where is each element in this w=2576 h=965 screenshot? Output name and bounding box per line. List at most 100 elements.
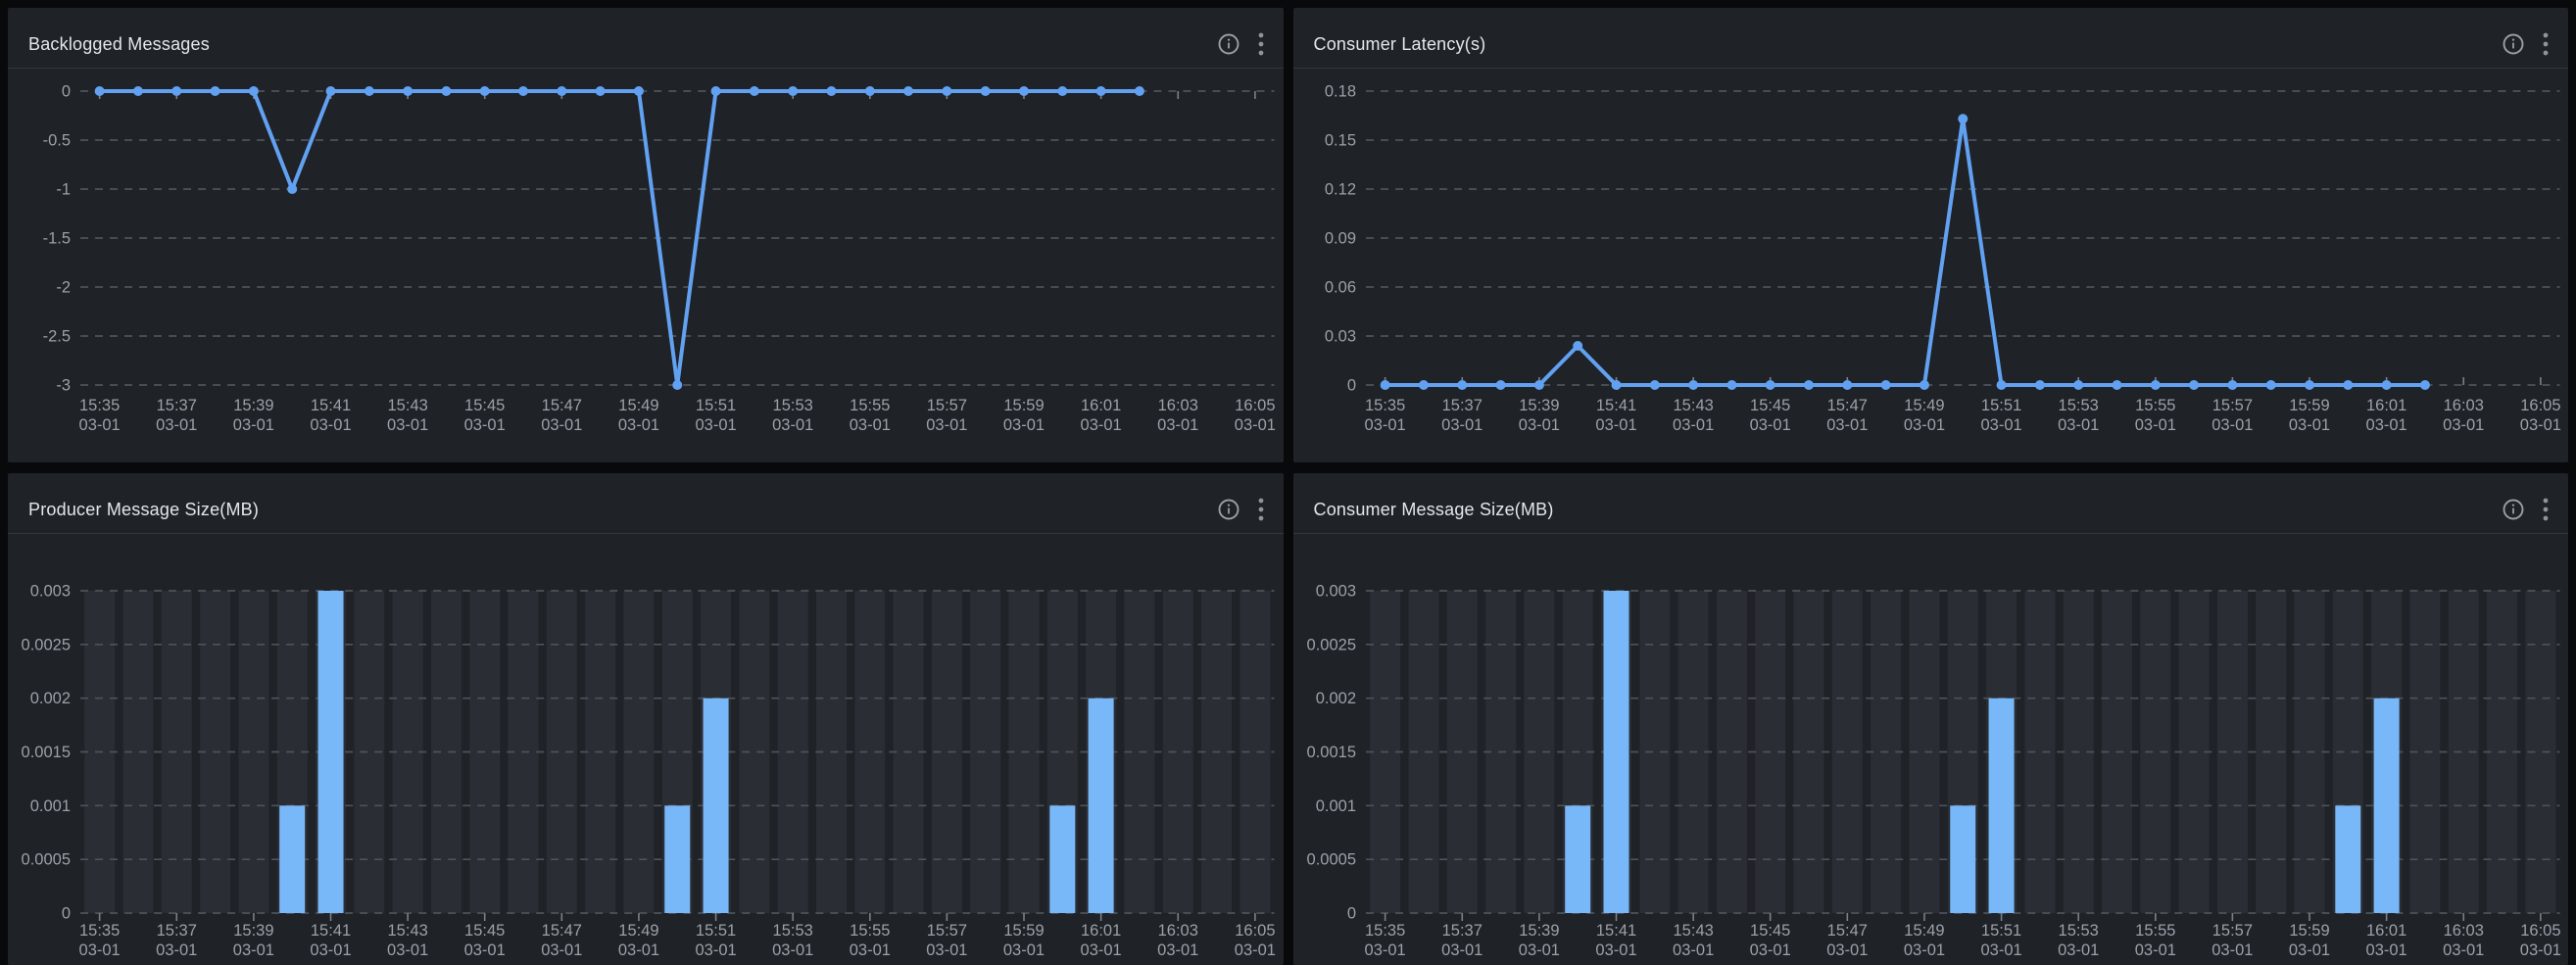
bar[interactable] <box>279 805 306 913</box>
data-point[interactable] <box>2419 380 2430 390</box>
data-point[interactable] <box>595 86 606 96</box>
data-point[interactable] <box>2188 380 2199 390</box>
data-point[interactable] <box>826 86 837 96</box>
x-axis-tick-label: 15:35 <box>79 922 120 940</box>
x-axis-tick-label: 16:03 <box>1158 922 1198 940</box>
data-point[interactable] <box>864 86 875 96</box>
data-point[interactable] <box>1095 86 1106 96</box>
data-point[interactable] <box>364 86 374 96</box>
x-axis-date-label: 03-01 <box>387 941 428 959</box>
data-point[interactable] <box>1611 380 1622 390</box>
data-point[interactable] <box>1533 380 1544 390</box>
kebab-menu-icon[interactable] <box>2541 497 2551 522</box>
bar[interactable] <box>317 591 344 913</box>
bar[interactable] <box>1564 805 1590 913</box>
data-point[interactable] <box>1649 380 1660 390</box>
data-point[interactable] <box>1134 86 1144 96</box>
data-point[interactable] <box>287 184 298 194</box>
data-point[interactable] <box>633 86 644 96</box>
info-icon[interactable] <box>2502 32 2525 56</box>
x-axis-tick-label: 15:43 <box>388 397 428 414</box>
x-axis-tick-label: 15:45 <box>1750 922 1790 940</box>
y-axis-tick-label: 0.0015 <box>22 744 71 761</box>
x-axis-tick-label: 15:45 <box>1750 397 1790 414</box>
data-point[interactable] <box>441 86 452 96</box>
data-point[interactable] <box>1957 114 1968 124</box>
data-point[interactable] <box>2226 380 2237 390</box>
data-point[interactable] <box>1919 380 1929 390</box>
chart-backlogged-messages[interactable]: 0 -0.5 -1 -1.5 -2 -2.5 -3 15:35 03-01 15:37 03-01 1… <box>8 69 1284 462</box>
data-point[interactable] <box>2112 380 2122 390</box>
data-point[interactable] <box>942 86 952 96</box>
data-point[interactable] <box>1018 86 1030 96</box>
data-point[interactable] <box>980 86 991 96</box>
y-axis-tick-label: 0.001 <box>30 797 71 815</box>
data-point[interactable] <box>325 86 336 96</box>
chart-consumer-latency[interactable]: 0.18 0.15 0.12 0.09 0.06 0.03 0 15:35 03-01 15:37… <box>1293 69 2569 462</box>
info-icon[interactable] <box>1217 32 1240 56</box>
data-point[interactable] <box>1418 380 1429 390</box>
data-point[interactable] <box>1841 380 1852 390</box>
data-point[interactable] <box>1996 380 2007 390</box>
bar[interactable] <box>2334 805 2360 913</box>
data-point[interactable] <box>710 86 721 96</box>
x-axis-date-label: 03-01 <box>926 416 967 434</box>
data-point[interactable] <box>2265 380 2276 390</box>
data-point[interactable] <box>749 86 759 96</box>
bar[interactable] <box>664 805 691 913</box>
data-point[interactable] <box>1495 380 1506 390</box>
data-point[interactable] <box>1765 380 1775 390</box>
kebab-menu-icon[interactable] <box>1256 31 1266 57</box>
data-point[interactable] <box>1880 380 1891 390</box>
bar[interactable] <box>1949 805 1975 913</box>
bar[interactable] <box>1049 805 1076 913</box>
data-point[interactable] <box>248 86 259 96</box>
info-icon[interactable] <box>1217 498 1240 521</box>
data-point[interactable] <box>210 86 220 96</box>
data-point[interactable] <box>1803 380 1814 390</box>
data-point[interactable] <box>788 86 799 96</box>
bar[interactable] <box>2373 698 2400 913</box>
x-axis-tick-label: 16:05 <box>1235 397 1275 414</box>
data-point[interactable] <box>672 380 683 390</box>
data-point[interactable] <box>1725 380 1736 390</box>
kebab-menu-icon[interactable] <box>1256 497 1266 522</box>
x-axis-date-label: 03-01 <box>541 941 582 959</box>
chart-consumer-message-size[interactable]: 0.003 0.0025 0.002 0.0015 0.001 0.0005 0 15:35 0… <box>1293 534 2569 965</box>
x-axis-tick-label: 15:39 <box>1519 922 1559 940</box>
x-axis-date-label: 03-01 <box>2134 941 2175 959</box>
data-point[interactable] <box>2304 380 2314 390</box>
data-point[interactable] <box>557 86 567 96</box>
x-axis-tick-label: 15:39 <box>1519 397 1559 414</box>
data-point[interactable] <box>1380 380 1390 390</box>
bar[interactable] <box>1603 591 1629 913</box>
x-axis-date-label: 03-01 <box>1903 941 1944 959</box>
data-point[interactable] <box>171 86 182 96</box>
bar[interactable] <box>703 698 729 913</box>
data-line[interactable] <box>1383 117 2427 387</box>
data-point[interactable] <box>1057 86 1068 96</box>
data-point[interactable] <box>2072 380 2083 390</box>
data-line[interactable] <box>97 89 1142 387</box>
data-point[interactable] <box>903 86 914 96</box>
x-axis-date-label: 03-01 <box>2288 941 2329 959</box>
data-point[interactable] <box>94 86 105 96</box>
data-point[interactable] <box>1572 341 1582 351</box>
y-axis-tick-label: 0.15 <box>1324 132 1355 150</box>
data-point[interactable] <box>2381 380 2392 390</box>
data-point[interactable] <box>2034 380 2045 390</box>
kebab-menu-icon[interactable] <box>2541 31 2551 57</box>
data-point[interactable] <box>2342 380 2353 390</box>
x-axis-tick-label: 15:39 <box>233 922 273 940</box>
data-point[interactable] <box>1687 380 1698 390</box>
chart-producer-message-size[interactable]: 0.003 0.0025 0.002 0.0015 0.001 0.0005 0 15:35 0… <box>8 534 1284 965</box>
data-point[interactable] <box>1456 380 1467 390</box>
bar[interactable] <box>1088 698 1114 913</box>
data-point[interactable] <box>479 86 490 96</box>
data-point[interactable] <box>518 86 529 96</box>
info-icon[interactable] <box>2502 498 2525 521</box>
bar[interactable] <box>1988 698 2015 913</box>
data-point[interactable] <box>132 86 143 96</box>
data-point[interactable] <box>2150 380 2161 390</box>
data-point[interactable] <box>403 86 413 96</box>
